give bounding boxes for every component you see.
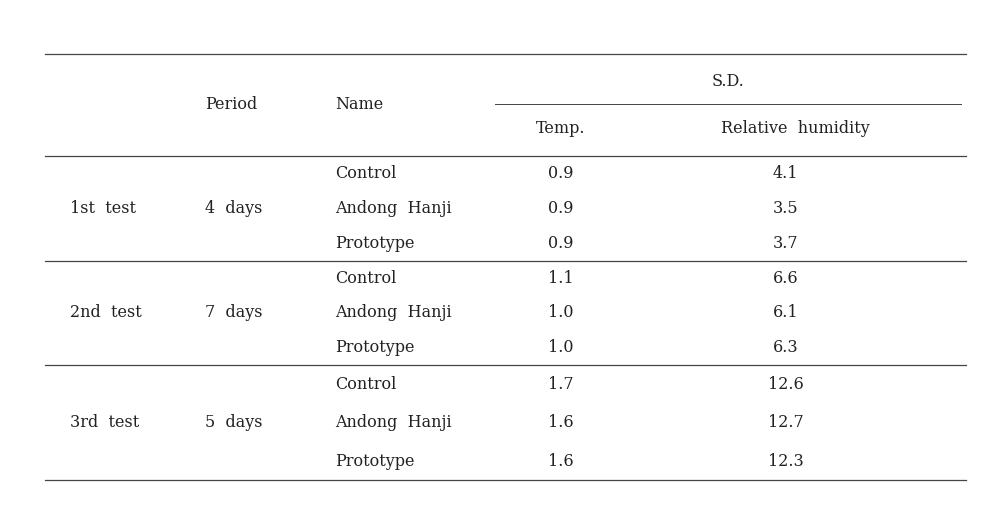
Text: Prototype: Prototype xyxy=(335,235,414,251)
Text: Prototype: Prototype xyxy=(335,339,414,356)
Text: Period: Period xyxy=(205,96,257,113)
Text: 3.5: 3.5 xyxy=(773,200,799,217)
Text: Control: Control xyxy=(335,376,396,393)
Text: 3rd  test: 3rd test xyxy=(70,414,139,431)
Text: 0.9: 0.9 xyxy=(548,235,574,251)
Text: S.D.: S.D. xyxy=(712,73,745,90)
Text: 0.9: 0.9 xyxy=(548,165,574,182)
Text: 1.1: 1.1 xyxy=(548,270,574,287)
Text: 6.1: 6.1 xyxy=(773,305,799,321)
Text: 1.0: 1.0 xyxy=(548,339,574,356)
Text: Control: Control xyxy=(335,270,396,287)
Text: Temp.: Temp. xyxy=(536,120,585,137)
Text: 1st  test: 1st test xyxy=(70,200,136,217)
Text: Andong  Hanji: Andong Hanji xyxy=(335,414,452,431)
Text: 6.6: 6.6 xyxy=(773,270,799,287)
Text: 0.9: 0.9 xyxy=(548,200,574,217)
Text: Name: Name xyxy=(335,96,383,113)
Text: 1.7: 1.7 xyxy=(548,376,574,393)
Text: 5  days: 5 days xyxy=(205,414,262,431)
Text: Relative  humidity: Relative humidity xyxy=(721,120,870,137)
Text: 1.6: 1.6 xyxy=(548,414,574,431)
Text: Prototype: Prototype xyxy=(335,453,414,470)
Text: 4  days: 4 days xyxy=(205,200,262,217)
Text: 7  days: 7 days xyxy=(205,305,262,321)
Text: 1.6: 1.6 xyxy=(548,453,574,470)
Text: 12.3: 12.3 xyxy=(768,453,804,470)
Text: Control: Control xyxy=(335,165,396,182)
Text: Andong  Hanji: Andong Hanji xyxy=(335,305,452,321)
Text: 3.7: 3.7 xyxy=(773,235,799,251)
Text: 2nd  test: 2nd test xyxy=(70,305,142,321)
Text: 4.1: 4.1 xyxy=(773,165,799,182)
Text: 6.3: 6.3 xyxy=(773,339,799,356)
Text: 12.6: 12.6 xyxy=(768,376,804,393)
Text: 1.0: 1.0 xyxy=(548,305,574,321)
Text: 12.7: 12.7 xyxy=(768,414,804,431)
Text: Andong  Hanji: Andong Hanji xyxy=(335,200,452,217)
